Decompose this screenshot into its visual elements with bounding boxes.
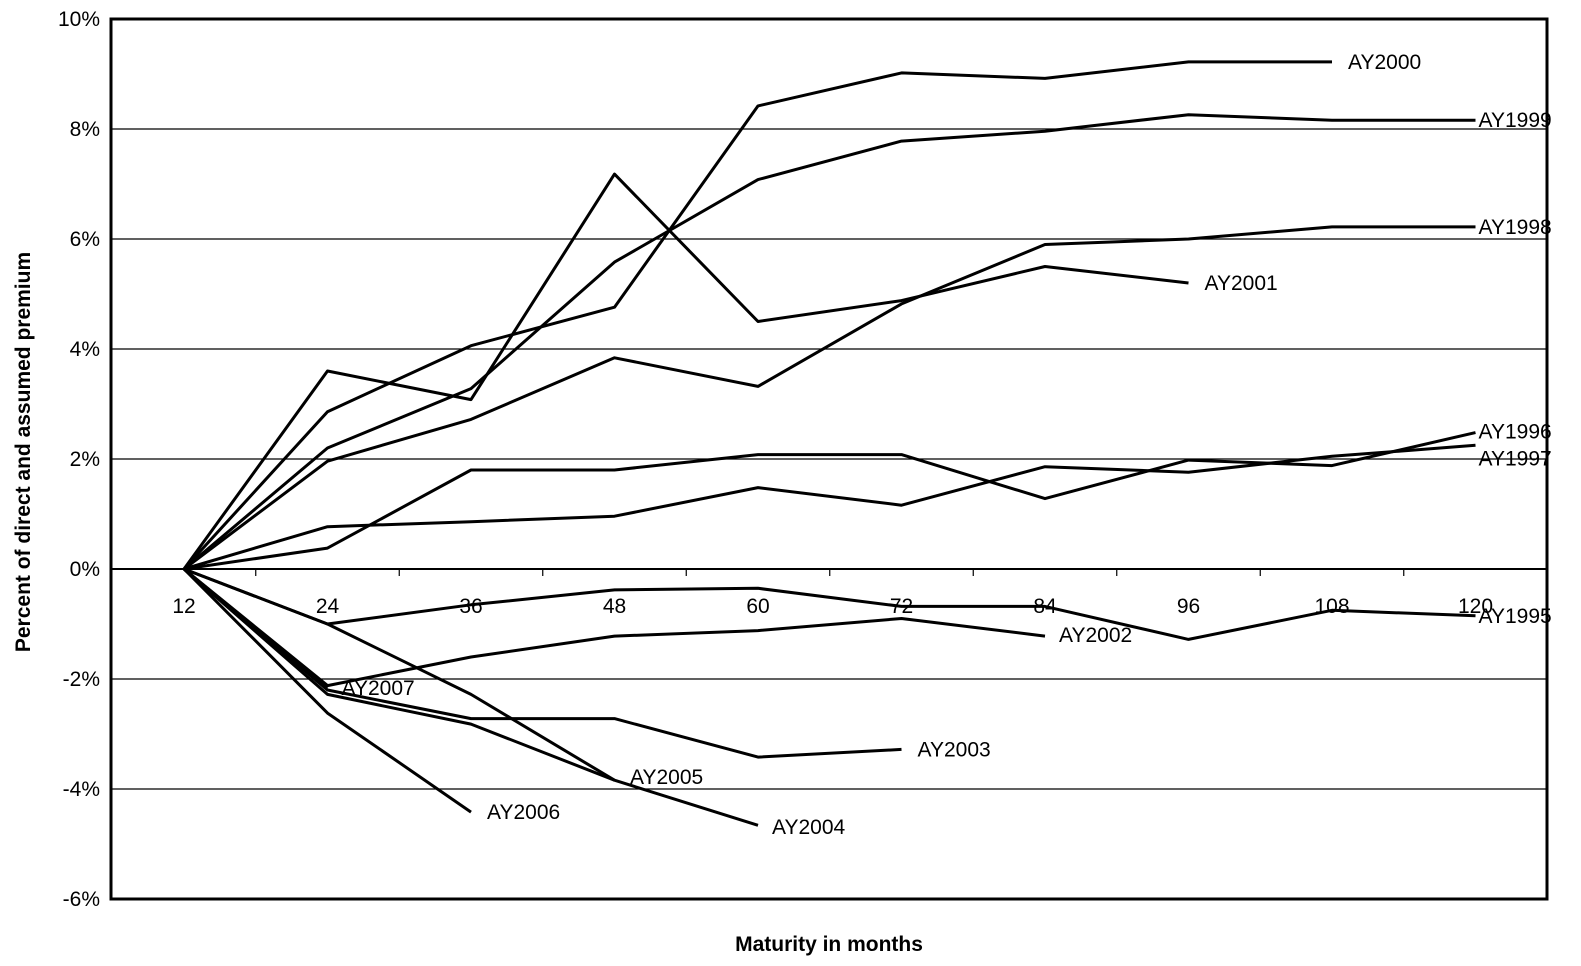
x-tick-label: 72 (890, 595, 913, 618)
x-tick-label: 84 (1033, 595, 1057, 618)
series-line-ay2002 (183, 567, 759, 827)
series-label-ay1997: AY1997 (1479, 447, 1552, 470)
series-label-ay2000: AY2000 (1348, 51, 1421, 74)
series-label-ay1995: AY1995 (1479, 605, 1552, 628)
grid-lines (111, 128, 1547, 790)
x-tick-labels: 12 24 36 48 60 72 84 96 108 120 (172, 595, 1493, 618)
y-tick-label: 0% (70, 558, 100, 581)
y-tick-label: 4% (70, 338, 100, 361)
series-line-ay1999 (183, 113, 1476, 571)
x-axis-title: Maturity in months (735, 933, 923, 956)
x-tick-marks (255, 569, 1405, 576)
y-tick-label: 6% (70, 228, 100, 251)
y-axis-title: Percent of direct and assumed premium (12, 252, 35, 652)
x-tick-label: 60 (746, 595, 769, 618)
series-line-ay1995 (183, 567, 1476, 641)
series-label-ay1999: AY1999 (1479, 109, 1552, 132)
x-tick-label: 24 (316, 595, 340, 618)
x-tick-label: 48 (603, 595, 626, 618)
y-tick-labels: 10% 8% 6% 4% 2% 0% -2% -4% -6% (58, 8, 100, 911)
series-line-ay2006 (182, 567, 472, 814)
series-line-ay2005 (183, 567, 616, 782)
x-tick-label: 120 (1458, 595, 1493, 618)
series-line-ay2007 (183, 567, 329, 689)
series-line-ay2004 (183, 567, 1046, 688)
series-lines (182, 60, 1476, 827)
series-label-ay2002: AY2002 (1059, 624, 1132, 647)
y-tick-label: 10% (58, 8, 100, 31)
series-label-ay2001: AY2001 (1205, 272, 1278, 295)
series-line-ay2000 (182, 60, 1332, 571)
x-tick-label: 96 (1177, 595, 1200, 618)
y-tick-label: 8% (70, 118, 100, 141)
x-tick-label: 12 (172, 595, 195, 618)
x-tick-label: 108 (1314, 595, 1349, 618)
series-label-ay2005: AY2005 (630, 766, 703, 789)
series-line-ay1996 (183, 431, 1476, 571)
series-label-ay2003: AY2003 (918, 738, 991, 761)
series-label-ay1998: AY1998 (1479, 216, 1552, 239)
series-label-ay2006: AY2006 (487, 801, 560, 824)
series-labels: AY1995 AY1996 AY1997 AY1998 AY1999 AY2000 AY20… (342, 51, 1552, 839)
series-line-ay2001 (182, 172, 1189, 570)
y-tick-label: -6% (63, 888, 100, 911)
y-tick-label: -2% (63, 668, 100, 691)
y-tick-label: -4% (63, 778, 100, 801)
series-label-ay2004: AY2004 (772, 816, 845, 839)
series-line-ay1997 (183, 443, 1476, 571)
series-line-ay1998 (183, 225, 1476, 571)
plot-area-frame (109, 17, 1549, 901)
series-label-ay1996: AY1996 (1479, 421, 1552, 444)
series-label-ay2007: AY2007 (342, 677, 415, 700)
x-tick-label: 36 (459, 595, 482, 618)
y-tick-label: 2% (70, 448, 100, 471)
